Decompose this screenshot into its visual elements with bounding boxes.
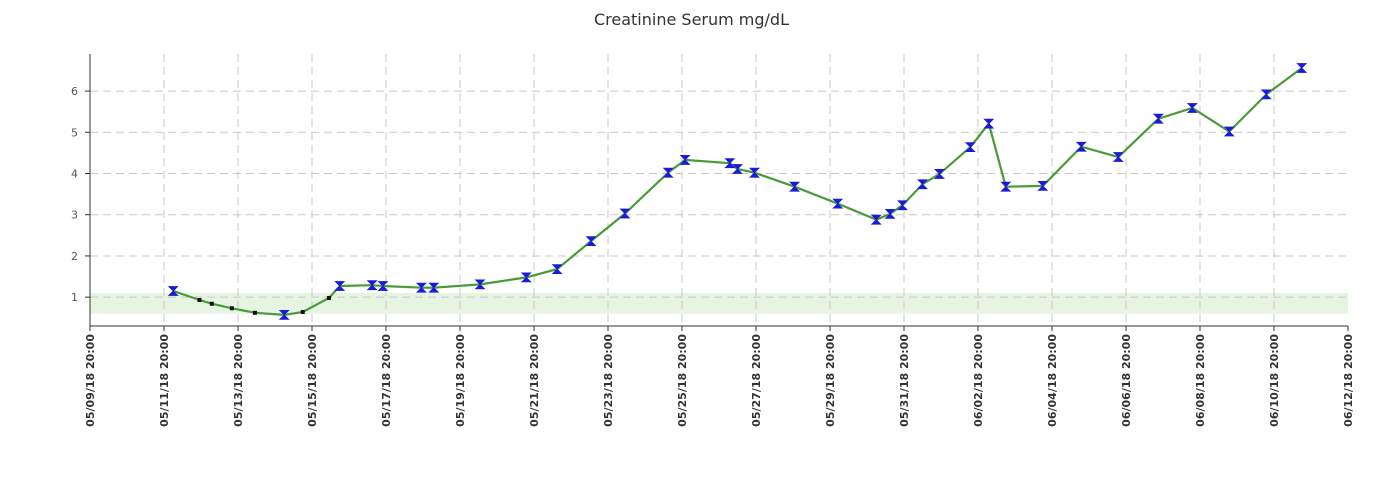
data-point-marker [748,167,760,178]
data-point-dot [197,298,202,303]
x-tick-label: 05/19/18 20:00 [454,334,467,427]
y-tick-label: 5 [71,126,78,139]
x-tick-label: 06/04/18 20:00 [1046,334,1059,427]
data-point-marker [619,208,631,219]
data-point-marker [789,181,801,192]
x-axis-ticks: 05/09/18 20:00 05/11/18 20:00 05/13/18 20:… [84,326,1355,427]
data-point-marker [551,264,563,275]
y-tick-label: 1 [71,291,78,304]
data-point-marker [278,309,290,320]
data-point-marker [964,142,976,153]
y-tick-label: 6 [71,85,78,98]
data-point-marker [415,282,427,293]
x-tick-label: 05/27/18 20:00 [750,334,763,427]
data-point-marker [1223,126,1235,137]
x-tick-label: 06/02/18 20:00 [972,334,985,427]
axes [89,54,1348,327]
data-point-marker [428,282,440,293]
x-tick-label: 06/06/18 20:00 [1120,334,1133,427]
data-point-marker [1152,113,1164,124]
data-point-dot [229,306,234,311]
x-tick-label: 05/21/18 20:00 [528,334,541,427]
data-point-marker [724,158,736,169]
y-axis-ticks: 1 2 3 4 5 6 [71,85,90,304]
data-point-marker [896,200,908,211]
data-point-marker [366,280,378,291]
data-point-marker [167,286,179,296]
data-point-marker [474,279,486,290]
series-line [172,67,1303,317]
x-tick-label: 05/13/18 20:00 [232,334,245,427]
x-tick-label: 06/08/18 20:00 [1194,334,1207,427]
data-point-marker [1037,180,1049,191]
grid-lines [90,54,1348,326]
data-point-dot [209,301,214,306]
data-point-marker [1296,63,1308,73]
x-tick-label: 05/23/18 20:00 [602,334,615,427]
data-markers [167,63,1308,320]
data-point-marker [933,169,945,179]
data-point-marker [1075,141,1087,152]
x-tick-label: 05/09/18 20:00 [84,334,97,427]
x-tick-label: 05/11/18 20:00 [158,334,171,427]
data-point-marker [983,118,995,129]
x-tick-label: 05/29/18 20:00 [824,334,837,427]
data-point-marker [832,198,844,209]
normal-range-band [90,293,1348,314]
data-point-marker [377,281,389,291]
y-tick-label: 2 [71,250,78,263]
x-tick-label: 05/15/18 20:00 [306,334,319,427]
x-tick-label: 06/10/18 20:00 [1268,334,1281,427]
data-point-dot [300,309,305,314]
data-point-marker [520,272,532,283]
data-point-marker [870,214,882,225]
data-point-marker [679,155,691,165]
data-point-marker [1186,103,1198,113]
y-tick-label: 4 [71,168,78,181]
data-point-dot [326,295,331,300]
x-tick-label: 05/17/18 20:00 [380,334,393,427]
data-point-marker [662,167,674,178]
data-point-marker [1000,181,1012,192]
x-tick-label: 06/12/18 20:00 [1342,334,1355,427]
x-tick-label: 05/25/18 20:00 [676,334,689,427]
x-tick-label: 05/31/18 20:00 [898,334,911,427]
data-point-dot [252,310,257,315]
data-point-marker [334,281,346,291]
data-point-marker [1260,89,1272,100]
data-point-marker [1112,152,1124,162]
data-point-marker [917,179,928,190]
chart-title: Creatinine Serum mg/dL [593,10,789,29]
data-point-marker [884,209,896,219]
data-point-marker [585,236,597,247]
data-point-marker [732,164,743,174]
y-tick-label: 3 [71,209,78,222]
